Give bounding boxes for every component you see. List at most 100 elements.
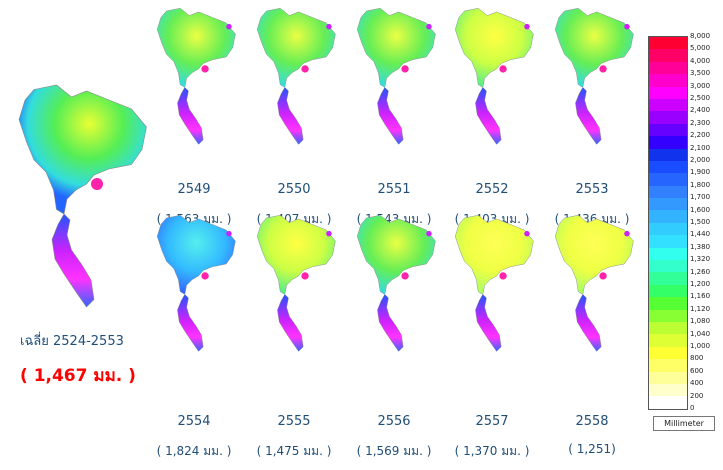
- legend-tick-label: 2,400: [690, 106, 711, 115]
- legend-color-swatch: [649, 260, 687, 273]
- thailand-map-maps_row1_2: [356, 7, 436, 145]
- legend-color-swatch: [649, 346, 687, 360]
- average-rainfall-total: ( 1,467 มม. ): [20, 366, 136, 386]
- thailand-map-maps_row1_4: [554, 7, 634, 145]
- legend-color-swatch: [649, 371, 687, 384]
- thailand-map-maps_row2_0: [156, 214, 236, 352]
- map-rainfall-total: ( 1,370 มม. ): [454, 444, 530, 458]
- legend-tick-label: 3,500: [690, 69, 711, 78]
- legend-color-swatch: [649, 61, 687, 75]
- legend-tick-label: 1,700: [690, 193, 711, 202]
- average-map: [4, 82, 154, 322]
- map-year-label: 2557: [475, 414, 509, 429]
- legend-color-bar: [648, 36, 688, 410]
- legend-color-swatch: [649, 198, 687, 211]
- legend-color-swatch: [649, 37, 687, 50]
- legend-color-swatch: [649, 334, 687, 347]
- legend-tick-label: 600: [690, 366, 704, 375]
- legend-tick-label: 2,200: [690, 131, 711, 140]
- legend-tick-label: 1,500: [690, 218, 711, 226]
- legend-color-swatch: [649, 235, 687, 248]
- legend-tick-label: 1,320: [690, 255, 711, 264]
- rainfall-map-2550: [248, 5, 340, 155]
- average-period-label: เฉลี่ย 2524-2553: [20, 334, 124, 349]
- legend-tick-label: 1,160: [690, 292, 711, 301]
- rainfall-map-2557: [446, 212, 538, 362]
- map-year-label: 2551: [377, 182, 411, 197]
- legend-color-swatch: [649, 136, 687, 149]
- thailand-map-maps_row2_1: [256, 214, 336, 352]
- map-year-label: 2550: [277, 182, 311, 197]
- legend-tick-label: 3,000: [690, 81, 711, 90]
- legend-tick-label: 2,100: [690, 143, 711, 152]
- map-rainfall-total: ( 1,251): [568, 442, 616, 456]
- rainfall-map-2549: [148, 5, 240, 155]
- rainfall-map-2554: [148, 212, 240, 362]
- thailand-map-maps_row2_4: [554, 214, 634, 352]
- legend-tick-label: 1,260: [690, 267, 711, 276]
- legend-tick-label: 400: [690, 379, 704, 388]
- map-year-label: 2555: [277, 414, 311, 429]
- legend-tick-label: 0: [690, 404, 695, 412]
- legend-tick-label: 2,300: [690, 118, 711, 127]
- map-year-label: 2549: [177, 182, 211, 197]
- thailand-map-maps_row1_0: [156, 7, 236, 145]
- legend-color-swatch: [649, 210, 687, 223]
- legend-color-swatch: [649, 74, 687, 87]
- legend-tick-label: 1,440: [690, 230, 711, 239]
- legend-unit-label: Millimeter: [653, 416, 715, 431]
- legend-color-swatch: [649, 86, 687, 99]
- map-rainfall-total: ( 1,569 มม. ): [356, 444, 432, 458]
- legend-tick-label: 5,000: [690, 44, 711, 53]
- map-year-label: 2556: [377, 414, 411, 429]
- legend-color-swatch: [649, 321, 687, 335]
- thailand-map-average: [18, 84, 147, 308]
- legend-tick-label: 1,040: [690, 329, 711, 338]
- rainfall-map-2555: [248, 212, 340, 362]
- rainfall-map-2552: [446, 5, 538, 155]
- legend-tick-label: 1,600: [690, 205, 711, 214]
- legend-color-swatch: [649, 173, 687, 186]
- legend-color-swatch: [649, 49, 687, 62]
- map-year-label: 2554: [177, 414, 211, 429]
- legend-color-swatch: [649, 185, 687, 199]
- rainfall-map-2556: [348, 212, 440, 362]
- legend-tick-label: 1,900: [690, 168, 711, 177]
- legend-tick-label: 1,380: [690, 242, 711, 251]
- rainfall-color-legend: 8,000 5,000 4,000 3,500 3,000 2,500 2,400 2,300…: [648, 32, 718, 416]
- map-year-label: 2552: [475, 182, 509, 197]
- legend-color-swatch: [649, 309, 687, 322]
- rainfall-map-2551: [348, 5, 440, 155]
- legend-tick-label: 2,000: [690, 156, 711, 164]
- legend-color-swatch: [649, 383, 687, 397]
- legend-color-swatch: [649, 272, 687, 285]
- legend-tick-label: 1,000: [690, 342, 711, 350]
- legend-tick-label: 1,120: [690, 304, 711, 313]
- legend-tick-label: 4,000: [690, 56, 711, 65]
- legend-color-swatch: [649, 111, 687, 124]
- thailand-map-maps_row2_2: [356, 214, 436, 352]
- legend-color-swatch: [649, 148, 687, 161]
- legend-tick-label: 200: [690, 391, 704, 400]
- legend-color-swatch: [649, 123, 687, 137]
- legend-tick-label: 8,000: [690, 32, 711, 40]
- legend-color-swatch: [649, 359, 687, 372]
- rainfall-map-2553: [546, 5, 638, 155]
- thailand-map-maps_row2_3: [454, 214, 534, 352]
- legend-tick-label: 1,080: [690, 317, 711, 326]
- rainfall-map-2558: [546, 212, 638, 362]
- legend-color-swatch: [649, 396, 687, 409]
- legend-color-swatch: [649, 284, 687, 298]
- legend-color-swatch: [649, 297, 687, 310]
- legend-color-swatch: [649, 98, 687, 112]
- thailand-map-maps_row1_1: [256, 7, 336, 145]
- legend-tick-label: 1,200: [690, 280, 711, 288]
- legend-tick-label: 2,500: [690, 94, 711, 102]
- legend-color-swatch: [649, 247, 687, 261]
- legend-color-swatch: [649, 160, 687, 174]
- map-year-label: 2558: [575, 414, 609, 429]
- map-rainfall-total: ( 1,824 มม. ): [156, 444, 232, 458]
- legend-tick-label: 800: [690, 354, 704, 363]
- legend-tick-label: 1,800: [690, 180, 711, 189]
- map-year-label: 2553: [575, 182, 609, 197]
